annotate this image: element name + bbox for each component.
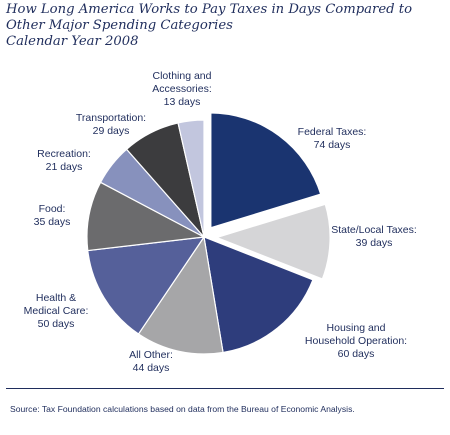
slice-label-federal-taxes: Federal Taxes: 74 days bbox=[298, 126, 367, 151]
chart-title-line-3: Calendar Year 2008 bbox=[6, 34, 139, 49]
slice-label-line: Federal Taxes: bbox=[298, 126, 367, 138]
chart-title-line-1: How Long America Works to Pay Taxes in D… bbox=[6, 2, 413, 17]
slice-label-line: Health & bbox=[36, 292, 76, 304]
slice-label-line: 21 days bbox=[46, 161, 83, 173]
chart-title-line-2: Other Major Spending Categories bbox=[6, 18, 233, 33]
slice-label-line: State/Local Taxes: bbox=[331, 224, 417, 236]
slice-label-line: Food: bbox=[39, 203, 66, 215]
pie-slice-federal-taxes bbox=[208, 110, 324, 231]
source-divider bbox=[6, 388, 444, 389]
slice-label-clothing-and-accessories: Clothing and Accessories: 13 days bbox=[152, 70, 212, 108]
slice-label-recreation: Recreation: 21 days bbox=[37, 148, 91, 173]
slice-label-line: Recreation: bbox=[37, 148, 91, 160]
pie-slice-health-and-medical-care bbox=[87, 236, 205, 335]
slice-label-all-other: All Other: 44 days bbox=[129, 349, 173, 374]
slice-label-line: 44 days bbox=[133, 362, 170, 374]
pie-slice-clothing-and-accessories bbox=[177, 119, 205, 238]
slice-label-transportation: Transportation: 29 days bbox=[76, 112, 146, 137]
slice-label-line: 13 days bbox=[164, 96, 201, 108]
slice-label-line: Transportation: bbox=[76, 112, 146, 124]
slice-label-line: 74 days bbox=[314, 139, 351, 151]
source-note: Source: Tax Foundation calculations base… bbox=[10, 404, 355, 414]
slice-label-line: 39 days bbox=[356, 237, 393, 249]
slice-label-line: 29 days bbox=[93, 125, 130, 137]
slice-label-health-and-medical-care: Health & Medical Care: 50 days bbox=[24, 292, 89, 330]
pie-slice-housing-and-household-operation bbox=[203, 236, 314, 354]
slice-label-line: 60 days bbox=[338, 348, 375, 360]
chart-title: How Long America Works to Pay Taxes in D… bbox=[6, 2, 446, 50]
slice-label-line: 50 days bbox=[38, 318, 75, 330]
pie-slice-state-local-taxes bbox=[212, 201, 333, 282]
slice-label-food: Food: 35 days bbox=[34, 203, 71, 228]
slice-label-line: Accessories: bbox=[152, 83, 212, 95]
slice-label-line: Housing and bbox=[327, 322, 386, 334]
slice-label-line: All Other: bbox=[129, 349, 173, 361]
slice-label-housing-and-household-operation: Housing and Household Operation: 60 days bbox=[305, 322, 407, 360]
slice-label-line: Medical Care: bbox=[24, 305, 89, 317]
slice-label-state-local-taxes: State/Local Taxes: 39 days bbox=[331, 224, 417, 249]
pie-slice-all-other bbox=[137, 236, 224, 355]
slice-label-line: 35 days bbox=[34, 216, 71, 228]
slice-label-line: Clothing and bbox=[153, 70, 212, 82]
slice-label-line: Household Operation: bbox=[305, 335, 407, 347]
